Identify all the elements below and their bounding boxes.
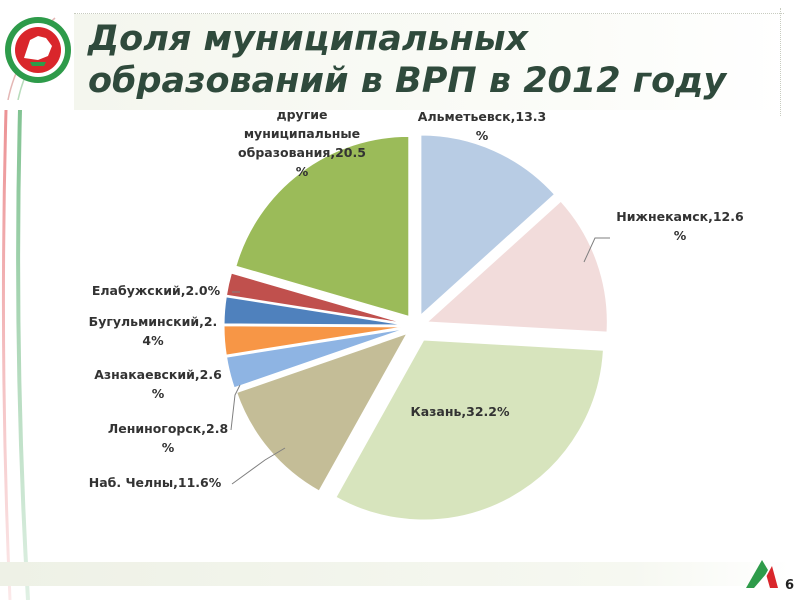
data-label-line: % <box>476 128 489 143</box>
data-label-line: Альметьевск,13.3 <box>418 109 546 124</box>
data-label-line: образования,20.5 <box>238 145 366 160</box>
pie-labels: Альметьевск,13.3 %Нижнекамск,12.6 %Казань,… <box>89 107 744 490</box>
data-label-line: % <box>152 386 165 401</box>
data-label-line: Елабужский,2.0% <box>92 283 221 298</box>
pie-slices <box>223 134 608 521</box>
data-label-9: другие муниципальные образования,20.5% <box>238 107 366 179</box>
title-line-1: Доля муниципальных <box>88 19 529 59</box>
pie-slice-9 <box>235 135 410 318</box>
leader-line-4 <box>231 447 286 485</box>
data-label-line: 4% <box>142 333 164 348</box>
data-label-line: % <box>674 228 687 243</box>
tatarstan-emblem-icon <box>5 17 71 100</box>
data-label-line: Азнакаевский,2.6 <box>94 367 222 382</box>
page-title: Доля муниципальных образований в ВРП в 2… <box>88 18 778 102</box>
page-number: 6 <box>785 578 795 593</box>
title-right-divider <box>780 8 781 116</box>
pie-slice-5 <box>226 328 405 389</box>
title-band <box>74 14 786 110</box>
pie-slice-2 <box>426 200 608 333</box>
data-label-8: Елабужский,2.0% <box>92 283 221 298</box>
data-label-5: Лениногорск,2.8% <box>108 421 228 455</box>
data-label-line: Лениногорск,2.8 <box>108 421 228 436</box>
ribbon-red <box>1 109 12 600</box>
data-label-line: % <box>296 164 309 179</box>
data-label-line: Казань,32.2% <box>410 404 509 419</box>
data-label-2: Нижнекамск,12.6% <box>616 209 744 243</box>
data-label-7: Бугульминский,2. 4% <box>89 314 218 348</box>
data-label-line: Бугульминский,2. <box>89 314 218 329</box>
data-label-line: Наб. Челны,11.6% <box>89 475 222 490</box>
pie-slice-1 <box>420 134 556 317</box>
title-top-divider <box>74 13 784 14</box>
leader-line-2 <box>583 237 610 263</box>
data-label-4: Наб. Челны,11.6% <box>89 475 222 490</box>
pie-slice-8 <box>225 272 405 324</box>
footer-band <box>0 562 790 586</box>
pie-leader-lines <box>230 237 610 485</box>
tatarstan-corner-logo-icon <box>746 560 778 588</box>
data-label-6: Азнакаевский,2.6% <box>94 367 222 401</box>
data-label-line: % <box>162 440 175 455</box>
data-label-1: Альметьевск,13.3% <box>418 109 546 143</box>
pie-slice-7 <box>223 296 405 326</box>
data-label-line: другие <box>277 107 328 122</box>
pie-slice-6 <box>223 325 405 356</box>
data-label-line: Нижнекамск,12.6 <box>616 209 744 224</box>
pie-slice-3 <box>335 339 604 521</box>
title-line-2: образований в ВРП в 2012 году <box>88 61 727 101</box>
data-label-3: Казань,32.2% <box>410 404 509 419</box>
data-label-line: муниципальные <box>244 126 360 141</box>
leader-line-5 <box>230 384 241 431</box>
ribbon-green <box>16 109 30 600</box>
